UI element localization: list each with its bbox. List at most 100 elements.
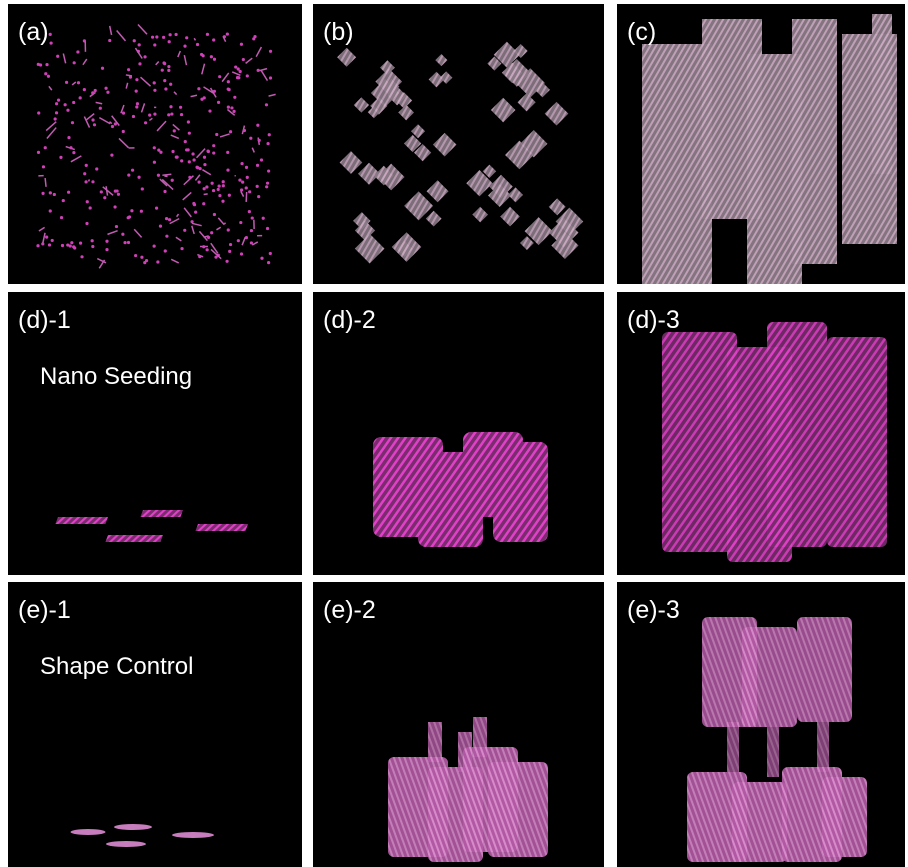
particle — [44, 72, 47, 75]
particle — [195, 166, 198, 169]
particle — [167, 69, 170, 72]
particle — [240, 43, 243, 46]
particle — [206, 150, 209, 153]
particle — [260, 158, 263, 161]
particle — [180, 247, 183, 250]
particle — [188, 176, 191, 179]
particle — [117, 193, 120, 196]
particle — [248, 210, 251, 213]
particle — [161, 69, 164, 72]
particle — [236, 76, 239, 79]
particle — [246, 74, 249, 77]
particle — [227, 106, 230, 109]
particle — [171, 150, 174, 153]
column — [827, 337, 887, 547]
particle — [202, 54, 205, 57]
particle — [174, 33, 177, 36]
particle — [212, 151, 215, 154]
particle — [157, 174, 160, 177]
particle — [72, 151, 75, 154]
particle — [162, 61, 165, 64]
panel-label: (d)-1 — [18, 306, 71, 334]
particle — [221, 200, 224, 203]
particle — [91, 118, 94, 121]
panel-label: (e)-3 — [627, 596, 680, 624]
domain — [642, 44, 712, 284]
particle — [39, 63, 42, 66]
particle — [83, 88, 86, 91]
particle — [66, 109, 69, 112]
particle — [69, 146, 72, 149]
particle — [265, 103, 268, 106]
particle — [123, 241, 126, 244]
particle — [37, 151, 40, 154]
particle — [180, 159, 183, 162]
panel: (e)-2 — [313, 582, 604, 867]
particle — [203, 187, 206, 190]
particle — [169, 83, 172, 86]
particle — [94, 89, 97, 92]
particle — [145, 259, 148, 262]
particle — [234, 65, 237, 68]
particle — [260, 257, 263, 260]
particle — [198, 255, 201, 258]
particle — [218, 75, 221, 78]
stem — [473, 717, 487, 757]
particle — [202, 245, 205, 248]
panel-caption: Nano Seeding — [40, 363, 192, 390]
particle — [211, 182, 214, 185]
particle — [70, 241, 73, 244]
particle — [41, 192, 44, 195]
particle — [250, 229, 253, 232]
particle — [91, 239, 94, 242]
panel: (c) — [617, 4, 905, 284]
particle — [127, 68, 130, 71]
panel-background — [8, 292, 302, 575]
particle — [44, 146, 47, 149]
particle — [227, 87, 230, 90]
particle — [226, 168, 229, 171]
particle — [202, 202, 205, 205]
particle — [199, 167, 202, 170]
particle — [170, 112, 173, 115]
particle — [215, 133, 218, 136]
particle — [240, 162, 243, 165]
particle — [53, 193, 56, 196]
particle — [114, 190, 117, 193]
particle — [203, 156, 206, 159]
particle — [265, 185, 268, 188]
panel: (d)-1 Nano Seeding — [8, 292, 302, 575]
particle — [164, 249, 167, 252]
particle — [171, 179, 174, 182]
panel-label: (c) — [627, 18, 656, 46]
particle — [122, 130, 125, 133]
seed — [106, 841, 146, 847]
particle — [239, 221, 242, 224]
particle — [54, 117, 57, 120]
panel-label: (e)-2 — [323, 596, 376, 624]
particle — [105, 248, 108, 251]
particle — [66, 243, 69, 246]
particle — [214, 256, 217, 259]
particle — [36, 244, 39, 247]
particle — [151, 36, 154, 39]
particle — [225, 260, 228, 263]
particle — [180, 113, 183, 116]
particle — [121, 233, 124, 236]
particle — [206, 33, 209, 36]
particle — [91, 91, 94, 94]
particle — [184, 140, 187, 143]
particle — [50, 41, 53, 44]
particle — [130, 209, 133, 212]
particle — [61, 244, 64, 247]
particle — [179, 106, 182, 109]
particle — [113, 205, 116, 208]
particle — [76, 50, 79, 53]
particle — [144, 121, 147, 124]
particle — [127, 173, 130, 176]
particle — [212, 38, 215, 41]
particle — [192, 158, 195, 161]
particle — [163, 79, 166, 82]
particle — [191, 152, 194, 155]
